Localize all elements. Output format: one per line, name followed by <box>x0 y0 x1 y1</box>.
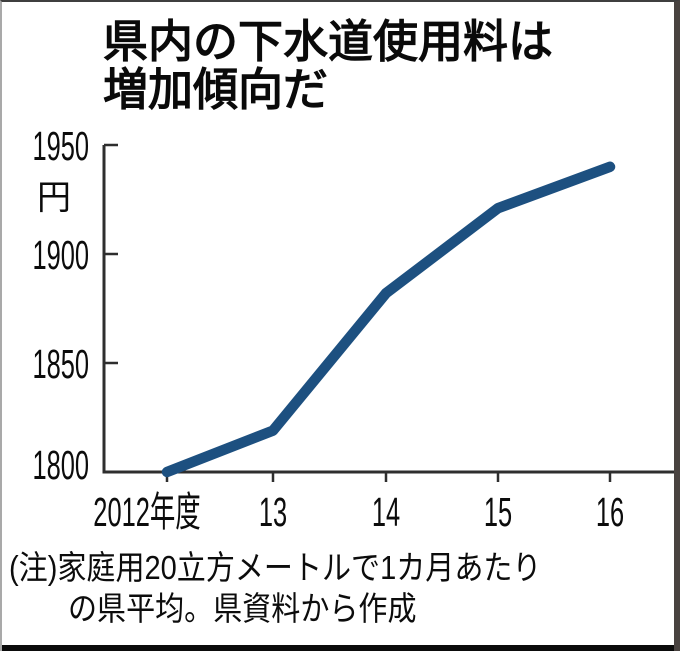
source-note-line1: (注)家庭用20立方メートルで1カ月あたり <box>9 549 542 586</box>
x-tick-label-16: 16 <box>595 489 625 535</box>
chart-title-line1: 県内の下水道使用料は <box>103 16 554 67</box>
y-tick-label-1950: 1950 <box>32 123 89 169</box>
y-axis-unit-label: 円 <box>37 179 71 217</box>
chart-title: 県内の下水道使用料は 増加傾向だ <box>103 18 553 114</box>
y-tick-label-1850: 1850 <box>32 341 89 387</box>
y-tick-label-1800: 1800 <box>32 442 89 488</box>
x-tick-label-13: 13 <box>258 489 288 535</box>
chart-title-line2: 増加傾向だ <box>103 64 329 115</box>
fee-trend-line <box>161 161 616 478</box>
y-tick-label-1900: 1900 <box>32 232 89 278</box>
bottom-border-bar <box>2 645 674 651</box>
source-note-line2: の県平均。県資料から作成 <box>68 590 417 627</box>
x-tick-label-2012: 2012年度 <box>93 489 201 535</box>
x-tick-label-15: 15 <box>483 489 513 535</box>
x-tick-label-14: 14 <box>371 489 401 535</box>
